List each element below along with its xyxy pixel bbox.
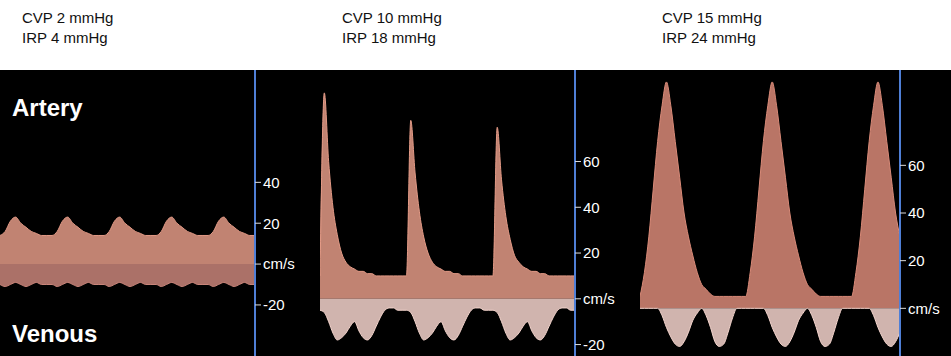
svg-text:40: 40 [583,199,600,216]
html-text:CVP 2 mmHg: CVP 2 mmHg [22,9,114,26]
html-text:IRP 4 mmHg: IRP 4 mmHg [22,29,108,46]
html-text:IRP 18 mmHg: IRP 18 mmHg [342,29,436,46]
svg-text:cm/s: cm/s [263,255,295,272]
svg-text:20: 20 [583,244,600,261]
svg-text:cm/s: cm/s [908,300,940,317]
svg-text:-20: -20 [263,296,285,313]
svg-text:-20: -20 [583,336,605,353]
html-text:IRP 24 mmHg: IRP 24 mmHg [662,29,756,46]
svg-text:20: 20 [908,252,925,269]
html-text:CVP 15 mmHg: CVP 15 mmHg [662,9,762,26]
svg-text:60: 60 [908,157,925,174]
svg-text:20: 20 [263,215,280,232]
svg-text:60: 60 [583,153,600,170]
svg-text:40: 40 [908,204,925,221]
html-text:Artery: Artery [12,94,83,121]
html-text:Venous: Venous [12,320,98,347]
svg-text:cm/s: cm/s [583,290,615,307]
svg-text:40: 40 [263,174,280,191]
html-text:CVP 10 mmHg: CVP 10 mmHg [342,9,442,26]
